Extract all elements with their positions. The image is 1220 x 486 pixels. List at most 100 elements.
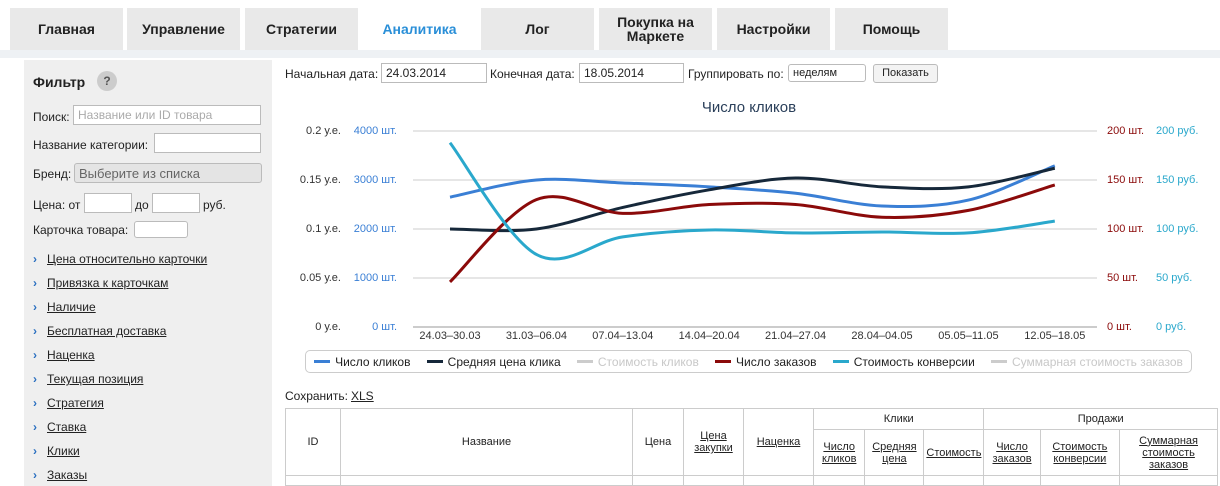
brand-label: Бренд: (33, 167, 72, 181)
filter-link[interactable]: Стратегия (33, 396, 104, 410)
x-tick-label: 14.04–20.04 (679, 330, 740, 342)
group-select[interactable]: неделям (788, 64, 866, 82)
tab[interactable]: Главная (10, 8, 123, 50)
tab[interactable]: Настройки (717, 8, 830, 50)
series-line (448, 183, 1056, 284)
filter-link[interactable]: Цена относительно карточки (33, 252, 207, 266)
tab[interactable]: Помощь (835, 8, 948, 50)
price-unit: руб. (203, 198, 226, 212)
chart-title: Число кликов (702, 99, 796, 116)
tab[interactable]: Управление (127, 8, 240, 50)
card-label: Карточка товара: (33, 223, 129, 237)
legend-swatch (576, 360, 593, 363)
legend-label: Число кликов (335, 354, 411, 369)
search-input[interactable]: Название или ID товара (73, 105, 261, 125)
xls-link[interactable]: XLS (351, 389, 374, 403)
x-tick-label: 05.05–11.05 (938, 330, 998, 342)
filter-link[interactable]: Бесплатная доставка (33, 324, 166, 338)
tab[interactable]: Стратегии (245, 8, 358, 50)
legend-item[interactable]: Число заказов (715, 355, 817, 369)
legend-item[interactable]: Средняя цена клика (426, 354, 561, 369)
y-tick-label: 0 шт. (372, 321, 397, 333)
price-to-input[interactable] (152, 193, 200, 213)
legend-swatch (832, 360, 849, 363)
x-tick-label: 24.03–30.03 (419, 330, 480, 342)
y-tick-label: 0.2 у.е. (306, 125, 341, 137)
th-clicks: Клики (812, 408, 985, 430)
legend-label: Стоимость конверсии (853, 354, 975, 369)
filter-link[interactable]: Ставка (33, 420, 86, 434)
y-tick-label: 1000 шт. (354, 272, 397, 284)
y-tick-label: 2000 шт. (354, 223, 397, 235)
th-sales-col[interactable]: Стоимость конверсии (1039, 429, 1121, 476)
legend-swatch (990, 360, 1007, 363)
data-table: ID Название Цена Цена закупки Наценка Кл… (285, 408, 1218, 486)
legend-swatch (426, 360, 443, 363)
th-sales-col[interactable]: Число заказов (983, 429, 1041, 476)
series-line (448, 141, 1056, 261)
filter-link[interactable]: Текущая позиция (33, 372, 143, 386)
legend-item[interactable]: Число кликов (314, 355, 410, 369)
series-line (449, 166, 1056, 233)
th-markup[interactable]: Наценка (743, 408, 814, 476)
y-tick-label: 100 шт. (1107, 223, 1144, 235)
y-tick-label: 0 руб. (1156, 321, 1186, 333)
y-tick-label: 0 шт. (1107, 321, 1132, 333)
legend: Число кликов Средняя цена клика Стоимость … (305, 350, 1192, 373)
th-id: ID (285, 408, 341, 476)
start-input[interactable]: 24.03.2014 (381, 63, 487, 83)
end-label: Конечная дата: (490, 67, 575, 81)
th-sales: Продажи (983, 408, 1218, 430)
end-input[interactable]: 18.05.2014 (579, 63, 684, 83)
th-click-col[interactable]: Число кликов (812, 429, 866, 476)
x-tick-label: 28.04–04.05 (851, 330, 912, 342)
th-name: Название (340, 408, 633, 476)
y-tick-label: 50 шт. (1107, 272, 1138, 284)
tab[interactable]: Лог (481, 8, 594, 50)
start-label: Начальная дата: (285, 67, 379, 81)
y-tick-label: 0 у.е. (315, 321, 341, 333)
legend-label: Стоимость кликов (597, 354, 699, 369)
sidebar: Фильтр ? Поиск: Название или ID товара Н… (24, 60, 272, 486)
brand-select[interactable]: Выберите из списка (74, 163, 262, 183)
y-tick-label: 0.1 у.е. (306, 223, 341, 235)
price-from-input[interactable] (84, 193, 132, 213)
y-tick-label: 200 руб. (1156, 125, 1198, 137)
x-tick-label: 07.04–13.04 (592, 330, 653, 342)
filter-link[interactable]: Клики (33, 444, 80, 458)
tab[interactable]: Аналитика (363, 8, 476, 50)
y-tick-label: 50 руб. (1156, 272, 1192, 284)
legend-item[interactable]: Стоимость конверсии (832, 354, 975, 369)
legend-swatch (715, 360, 732, 363)
th-click-col[interactable]: Стоимость (923, 429, 985, 476)
group-label: Группировать по: (688, 67, 784, 81)
th-purchase[interactable]: Цена закупки (683, 408, 744, 476)
filter-title: Фильтр (33, 74, 86, 90)
category-input[interactable] (154, 133, 261, 153)
price-from-label: Цена: от (33, 198, 81, 212)
th-sales-col[interactable]: Суммарная стоимость заказов (1119, 429, 1218, 476)
y-tick-label: 150 руб. (1156, 174, 1198, 186)
filter-link[interactable]: Привязка к карточкам (33, 276, 168, 290)
y-tick-label: 100 руб. (1156, 223, 1198, 235)
save-label: Сохранить: (285, 389, 348, 403)
legend-label: Число заказов (736, 354, 817, 369)
tab[interactable]: Покупка на Маркете (599, 8, 712, 50)
legend-item[interactable]: Стоимость кликов (576, 354, 699, 369)
legend-label: Средняя цена клика (447, 354, 561, 369)
series-line (449, 164, 1056, 208)
legend-item[interactable]: Суммарная стоимость заказов (990, 355, 1183, 369)
filter-link[interactable]: Заказы (33, 468, 87, 482)
filter-link[interactable]: Наценка (33, 348, 94, 362)
card-select[interactable] (134, 221, 188, 238)
th-price: Цена (632, 408, 684, 476)
help-button[interactable]: ? (97, 71, 117, 91)
y-tick-label: 200 шт. (1107, 125, 1144, 137)
show-button[interactable]: Показать (873, 64, 938, 83)
th-click-col[interactable]: Средняя цена (864, 429, 925, 476)
y-tick-label: 0.05 у.е. (300, 272, 341, 284)
filter-link[interactable]: Наличие (33, 300, 96, 314)
y-tick-label: 3000 шт. (354, 174, 397, 186)
